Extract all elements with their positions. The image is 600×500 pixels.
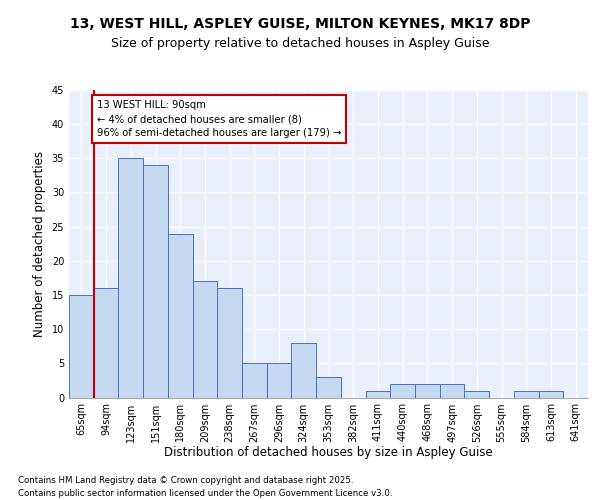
Text: Contains public sector information licensed under the Open Government Licence v3: Contains public sector information licen… (18, 489, 392, 498)
Text: Size of property relative to detached houses in Aspley Guise: Size of property relative to detached ho… (111, 36, 489, 50)
Bar (440, 384, 464, 398)
Bar (94, 288, 118, 398)
Bar (415, 384, 440, 398)
Bar (316, 377, 341, 398)
Y-axis label: Number of detached properties: Number of detached properties (33, 151, 46, 337)
Bar (217, 288, 242, 398)
Text: 13 WEST HILL: 90sqm
← 4% of detached houses are smaller (8)
96% of semi-detached: 13 WEST HILL: 90sqm ← 4% of detached hou… (97, 100, 341, 138)
Bar (514, 390, 539, 398)
Bar (69, 295, 94, 398)
Bar (193, 282, 217, 398)
Bar (242, 364, 267, 398)
Text: Distribution of detached houses by size in Aspley Guise: Distribution of detached houses by size … (164, 446, 493, 459)
Bar (143, 165, 168, 398)
Bar (168, 234, 193, 398)
Bar (539, 390, 563, 398)
Bar (390, 384, 415, 398)
Bar (464, 390, 489, 398)
Text: Contains HM Land Registry data © Crown copyright and database right 2025.: Contains HM Land Registry data © Crown c… (18, 476, 353, 485)
Bar (267, 364, 292, 398)
Bar (292, 343, 316, 398)
Text: 13, WEST HILL, ASPLEY GUISE, MILTON KEYNES, MK17 8DP: 13, WEST HILL, ASPLEY GUISE, MILTON KEYN… (70, 18, 530, 32)
Bar (118, 158, 143, 398)
Bar (365, 390, 390, 398)
